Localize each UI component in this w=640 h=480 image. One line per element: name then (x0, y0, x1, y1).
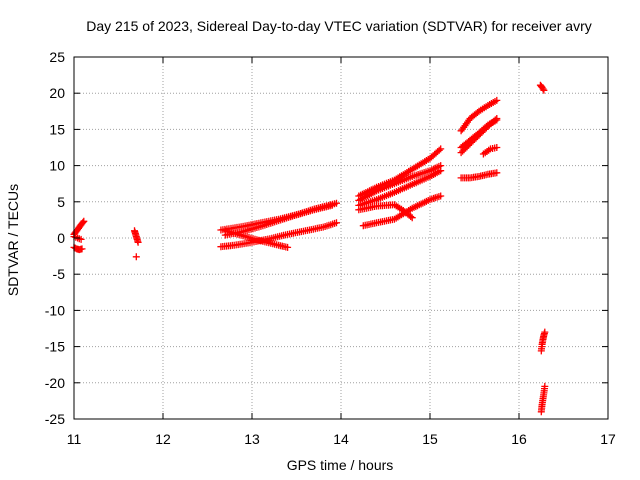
data-point-markers (70, 217, 88, 238)
grid-layer (74, 57, 608, 419)
y-tick-label: 10 (49, 158, 65, 174)
series-s05 (132, 253, 140, 261)
x-tick-label: 17 (600, 431, 616, 447)
data-point-markers (457, 96, 501, 135)
series-s15 (457, 96, 501, 135)
series-s21 (537, 328, 549, 355)
x-tick-label: 12 (155, 431, 171, 447)
x-tick-label: 16 (511, 431, 527, 447)
series-s17 (457, 116, 501, 151)
series-s12 (355, 145, 445, 200)
y-tick-label: 15 (49, 121, 65, 137)
data-point-markers (355, 145, 445, 200)
data-point-markers (457, 116, 501, 151)
series-s19 (457, 169, 501, 182)
series-s20 (536, 81, 548, 94)
series-s18 (479, 144, 501, 158)
data-point-markers (131, 227, 142, 246)
data-point-markers (221, 227, 292, 251)
series-s01 (70, 217, 88, 238)
data-point-markers (355, 162, 445, 204)
x-tick-label: 11 (67, 431, 82, 447)
y-tick-label: 25 (49, 49, 65, 65)
data-point-markers (355, 201, 416, 222)
y-axis-title: SDTVAR / TECUs (5, 184, 21, 296)
chart-title: Day 215 of 2023, Sidereal Day-to-day VTE… (86, 18, 592, 34)
data-point-markers (132, 253, 140, 261)
series-s14 (355, 201, 416, 222)
series-s09 (221, 227, 292, 251)
y-tick-label: -10 (45, 302, 65, 318)
y-tick-label: 5 (57, 194, 65, 210)
data-point-markers (457, 169, 501, 182)
data-point-markers (70, 243, 86, 254)
x-tick-label: 15 (422, 431, 438, 447)
y-tick-label: -25 (45, 411, 65, 427)
series-s22 (537, 382, 549, 416)
series-s02 (70, 243, 86, 254)
x-tick-label: 13 (244, 431, 260, 447)
series-s10 (355, 167, 445, 209)
data-layer (70, 81, 549, 416)
data-point-markers (479, 144, 501, 158)
y-tick-label: 20 (49, 85, 65, 101)
data-point-markers (537, 382, 549, 416)
x-tick-label: 14 (333, 431, 349, 447)
data-point-markers (536, 81, 548, 94)
series-s04 (131, 227, 142, 246)
y-tick-label: -20 (45, 375, 65, 391)
series-s11 (355, 162, 445, 204)
y-tick-label: -5 (53, 266, 66, 282)
y-tick-label: 0 (57, 230, 65, 246)
y-tick-label: -15 (45, 339, 65, 355)
data-point-markers (537, 328, 549, 355)
x-axis-title: GPS time / hours (287, 457, 394, 473)
data-point-markers (355, 167, 445, 209)
